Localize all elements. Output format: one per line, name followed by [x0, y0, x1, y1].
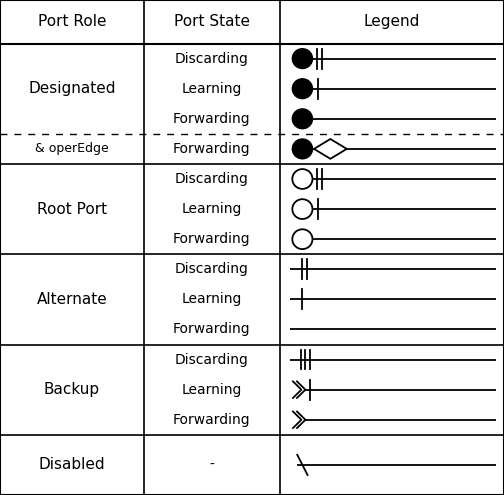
Text: Disabled: Disabled: [38, 457, 105, 472]
Text: Learning: Learning: [181, 293, 242, 306]
Text: Root Port: Root Port: [37, 201, 107, 217]
Circle shape: [292, 169, 312, 189]
Text: Alternate: Alternate: [36, 292, 107, 307]
Text: Learning: Learning: [181, 202, 242, 216]
Text: Forwarding: Forwarding: [173, 413, 250, 427]
Text: Forwarding: Forwarding: [173, 322, 250, 337]
Circle shape: [292, 49, 312, 68]
Text: Port Role: Port Role: [38, 14, 106, 29]
Text: & operEdge: & operEdge: [35, 143, 109, 155]
Text: Forwarding: Forwarding: [173, 232, 250, 246]
Text: Discarding: Discarding: [175, 262, 248, 276]
Text: Designated: Designated: [28, 81, 115, 96]
Circle shape: [292, 109, 312, 129]
Circle shape: [292, 199, 312, 219]
Text: -: -: [209, 458, 214, 472]
Circle shape: [292, 139, 312, 159]
Text: Learning: Learning: [181, 383, 242, 396]
Text: Discarding: Discarding: [175, 352, 248, 367]
Text: Forwarding: Forwarding: [173, 142, 250, 156]
Text: Discarding: Discarding: [175, 172, 248, 186]
Text: Learning: Learning: [181, 82, 242, 96]
Circle shape: [292, 79, 312, 99]
Text: Backup: Backup: [44, 382, 100, 397]
Text: Legend: Legend: [364, 14, 420, 29]
Text: Forwarding: Forwarding: [173, 112, 250, 126]
Circle shape: [292, 229, 312, 249]
Text: Discarding: Discarding: [175, 51, 248, 66]
Text: Port State: Port State: [174, 14, 249, 29]
